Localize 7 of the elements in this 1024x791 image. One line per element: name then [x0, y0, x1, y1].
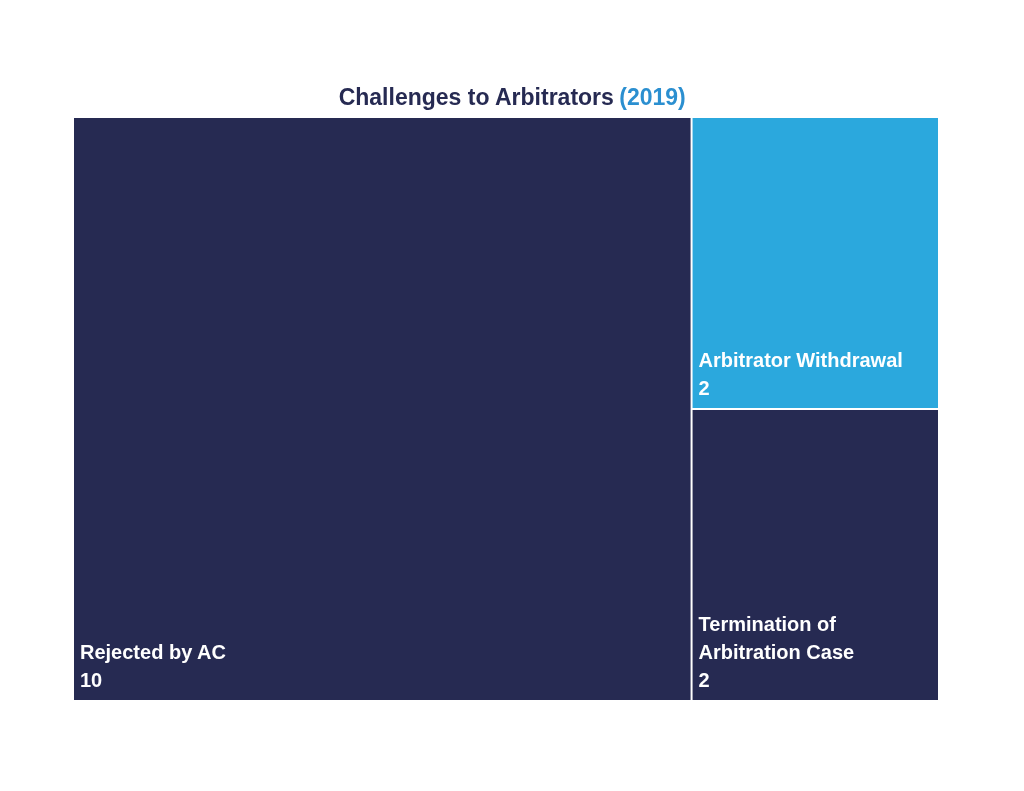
- category-label: Rejected by AC: [80, 641, 226, 663]
- data-label: 10: [80, 669, 103, 691]
- category-label: Arbitrator Withdrawal: [698, 349, 903, 371]
- data-label: 2: [698, 669, 710, 691]
- data-label: 2: [698, 377, 710, 399]
- category-label: Termination of Arbitration Case: [698, 613, 855, 663]
- text: Challenges to Arbitrators (2019): [338, 83, 686, 110]
